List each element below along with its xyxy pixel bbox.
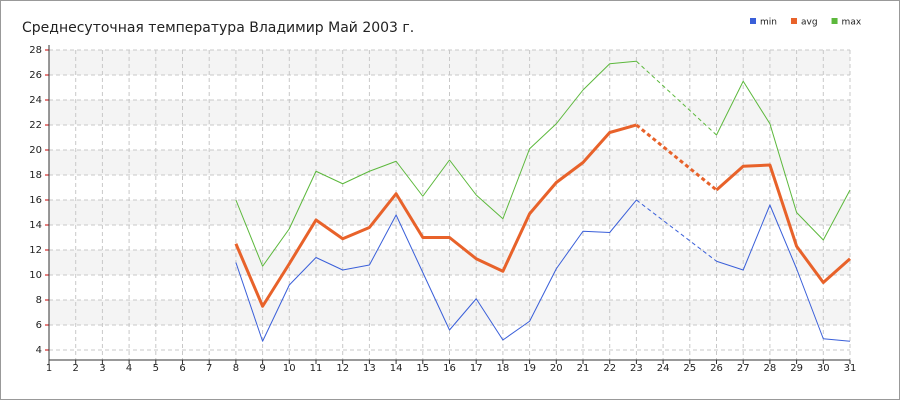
x-tick-label: 3 bbox=[99, 363, 105, 374]
y-tick-label: 14 bbox=[29, 220, 42, 231]
x-tick-label: 9 bbox=[259, 363, 265, 374]
y-tick-label: 20 bbox=[29, 145, 42, 156]
series-line bbox=[234, 123, 851, 308]
y-tick-label: 26 bbox=[29, 70, 42, 81]
y-tick-label: 28 bbox=[29, 45, 42, 56]
x-tick-label: 22 bbox=[603, 363, 616, 374]
y-tick-label: 10 bbox=[29, 270, 42, 281]
x-tick-label: 17 bbox=[470, 363, 483, 374]
x-tick-label: 2 bbox=[73, 363, 79, 374]
x-tick-label: 24 bbox=[657, 363, 670, 374]
legend-swatch bbox=[831, 18, 838, 24]
x-tick-label: 20 bbox=[550, 363, 563, 374]
x-tick-label: 15 bbox=[416, 363, 429, 374]
x-tick-label: 11 bbox=[310, 363, 323, 374]
x-tick-label: 23 bbox=[630, 363, 643, 374]
x-tick-label: 8 bbox=[233, 363, 239, 374]
legend-swatch bbox=[790, 18, 797, 24]
x-tick-label: 30 bbox=[817, 363, 830, 374]
legend-label: avg bbox=[801, 18, 818, 28]
legend-swatch bbox=[750, 18, 756, 24]
x-tick-label: 28 bbox=[764, 363, 777, 374]
legend-label: max bbox=[842, 18, 862, 28]
series-line bbox=[235, 60, 851, 267]
x-tick-label: 18 bbox=[497, 363, 510, 374]
y-tick-label: 16 bbox=[29, 195, 42, 206]
x-tick-label: 10 bbox=[283, 363, 296, 374]
x-tick-label: 14 bbox=[390, 363, 403, 374]
x-tick-label: 4 bbox=[126, 363, 132, 374]
y-tick-label: 18 bbox=[29, 170, 42, 181]
grid-band bbox=[49, 50, 850, 75]
x-tick-label: 27 bbox=[737, 363, 750, 374]
x-tick-label: 29 bbox=[790, 363, 803, 374]
x-tick-label: 21 bbox=[577, 363, 590, 374]
y-tick-label: 4 bbox=[36, 345, 42, 356]
legend-label: min bbox=[760, 18, 777, 28]
series-line bbox=[235, 199, 851, 342]
gap-connector bbox=[635, 123, 718, 192]
y-tick-label: 6 bbox=[36, 320, 42, 331]
x-tick-label: 25 bbox=[683, 363, 696, 374]
x-tick-label: 1 bbox=[46, 363, 52, 374]
y-tick-label: 8 bbox=[36, 295, 42, 306]
x-tick-label: 5 bbox=[153, 363, 159, 374]
x-tick-label: 6 bbox=[179, 363, 185, 374]
y-tick-label: 12 bbox=[29, 245, 42, 256]
x-tick-label: 16 bbox=[443, 363, 456, 374]
x-tick-label: 26 bbox=[710, 363, 723, 374]
x-tick-label: 19 bbox=[523, 363, 536, 374]
x-tick-label: 31 bbox=[844, 363, 857, 374]
x-tick-label: 12 bbox=[336, 363, 349, 374]
x-tick-label: 13 bbox=[363, 363, 376, 374]
y-tick-label: 22 bbox=[29, 120, 42, 131]
chart-title: Среднесуточная температура Владимир Май … bbox=[22, 20, 414, 36]
gap-connector bbox=[636, 199, 717, 262]
y-tick-label: 24 bbox=[29, 95, 42, 106]
x-tick-label: 7 bbox=[206, 363, 212, 374]
